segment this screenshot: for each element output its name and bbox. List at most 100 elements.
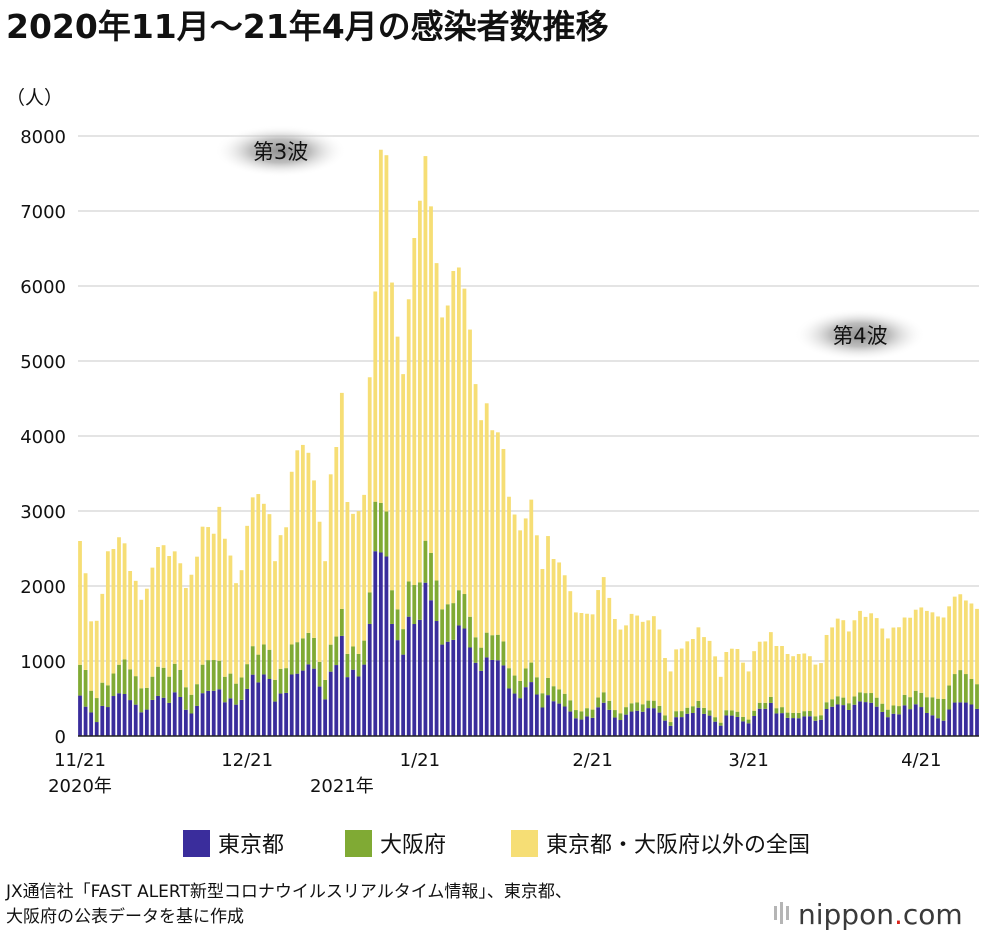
bar-other — [885, 638, 890, 710]
bar-osaka — [813, 716, 818, 721]
bar-other — [390, 282, 394, 591]
bar-other — [618, 629, 623, 714]
bar-tokyo — [646, 708, 651, 736]
bar-tokyo — [752, 715, 757, 736]
bar-other — [339, 392, 344, 609]
bar-other — [261, 503, 266, 645]
bar-osaka — [607, 700, 612, 710]
bar-osaka — [278, 668, 283, 694]
bar-osaka — [958, 670, 963, 703]
bar-osaka — [941, 698, 946, 721]
bar-osaka — [690, 706, 695, 713]
bar-osaka — [128, 669, 133, 701]
bar-osaka — [529, 662, 534, 683]
bar-other — [936, 616, 940, 699]
bar-osaka — [975, 684, 979, 709]
bar-tokyo — [451, 639, 456, 736]
bar-other — [924, 610, 929, 698]
legend-label-tokyo: 東京都 — [218, 833, 284, 858]
gridlines — [78, 135, 979, 662]
bar-other — [289, 471, 294, 645]
bar-other — [963, 600, 968, 675]
bar-tokyo — [618, 720, 623, 736]
bar-osaka — [222, 676, 227, 703]
bar-osaka — [156, 666, 160, 696]
bar-tokyo — [813, 720, 818, 736]
bar-other — [111, 549, 116, 674]
bar-other — [94, 620, 99, 699]
bar-other — [105, 551, 110, 686]
bar-osaka — [568, 700, 573, 712]
bar-osaka — [133, 676, 138, 705]
bar-other — [239, 570, 244, 678]
y-tick-label: 8000 — [20, 127, 66, 148]
bar-tokyo — [585, 716, 589, 736]
bar-osaka — [874, 697, 879, 707]
bar-other — [250, 497, 255, 647]
bar-osaka — [78, 664, 82, 696]
bar-tokyo — [183, 709, 188, 736]
bar-other — [729, 648, 734, 711]
bar-osaka — [885, 709, 890, 718]
bar-tokyo — [406, 616, 411, 736]
bar-osaka — [362, 640, 367, 665]
bar-other — [462, 288, 467, 595]
bar-tokyo — [824, 709, 829, 736]
bar-tokyo — [144, 709, 149, 736]
bar-osaka — [284, 668, 289, 693]
bar-osaka — [557, 689, 562, 704]
bar-tokyo — [869, 702, 874, 736]
bar-other — [200, 526, 205, 665]
bar-other — [557, 562, 562, 690]
bar-tokyo — [757, 708, 762, 736]
bar-osaka — [601, 692, 606, 703]
bar-other — [300, 444, 305, 639]
bar-other — [412, 238, 417, 586]
year-label: 2021年 — [310, 776, 374, 797]
y-tick-label: 3000 — [20, 502, 66, 523]
y-axis-unit: （人） — [6, 87, 63, 109]
bar-osaka — [846, 703, 851, 710]
bar-other — [473, 384, 478, 638]
bar-tokyo — [245, 688, 250, 736]
bar-osaka — [807, 711, 812, 717]
bar-osaka — [679, 711, 684, 718]
bar-tokyo — [852, 704, 857, 736]
bar-tokyo — [306, 664, 311, 737]
bar-other — [217, 506, 222, 661]
bar-other — [902, 617, 907, 695]
bar-osaka — [122, 659, 127, 694]
bar-other — [172, 551, 177, 664]
bar-tokyo — [640, 711, 645, 736]
bar-other — [540, 568, 545, 694]
bar-tokyo — [763, 708, 768, 736]
bar-tokyo — [663, 720, 667, 737]
bar-osaka — [629, 703, 634, 712]
bar-other — [713, 656, 718, 718]
bar-other — [880, 628, 885, 704]
bar-other — [752, 651, 757, 711]
bar-other — [150, 567, 155, 677]
bar-osaka — [261, 644, 266, 675]
bar-tokyo — [278, 693, 283, 736]
bar-tokyo — [874, 706, 879, 736]
bar-other — [802, 653, 807, 712]
bar-tokyo — [328, 671, 333, 736]
bar-tokyo — [133, 704, 138, 736]
bar-osaka — [345, 653, 350, 678]
bar-tokyo — [690, 712, 695, 736]
bar-tokyo — [780, 713, 784, 737]
annotation-cloud — [794, 308, 926, 361]
bar-other — [919, 607, 924, 693]
bar-other — [590, 614, 595, 710]
bar-other — [295, 450, 300, 643]
bar-other — [256, 494, 261, 655]
bar-osaka — [83, 669, 88, 707]
bar-osaka — [640, 704, 645, 712]
bar-osaka — [495, 634, 500, 661]
bar-tokyo — [440, 644, 445, 736]
bar-osaka — [484, 632, 489, 658]
bar-other — [930, 612, 935, 698]
bar-osaka — [635, 702, 640, 711]
